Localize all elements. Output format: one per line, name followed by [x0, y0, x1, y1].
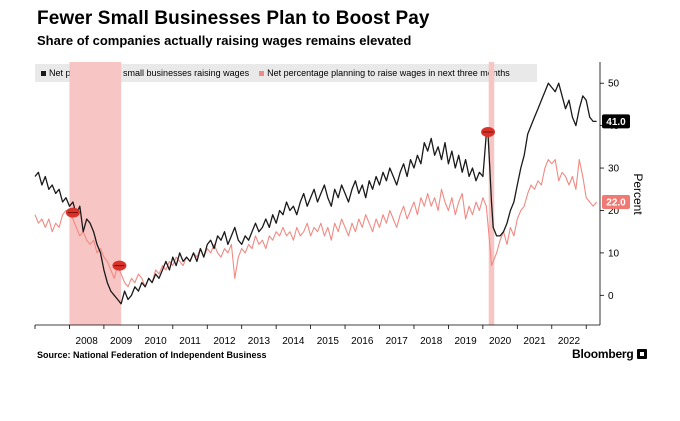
y-tick-label-10: 10: [608, 248, 620, 259]
legend-swatch-black: [41, 70, 46, 76]
x-tick-label-2011: 2011: [179, 336, 201, 347]
bloomberg-icon: [636, 349, 647, 359]
legend-item-raising-wages: Net percentage of small businesses raisi…: [41, 68, 249, 78]
x-tick-label-2015: 2015: [317, 336, 340, 347]
y-tick-label-50: 50: [608, 79, 620, 90]
y-tick-label-20: 20: [608, 206, 620, 217]
x-tick-label-2018: 2018: [420, 336, 443, 347]
series-line-0: [34, 82, 597, 305]
end-label-box-1: [602, 194, 630, 209]
series-line-1: [34, 159, 598, 288]
x-tick-label-2021: 2021: [523, 336, 546, 347]
source-note: Source: National Federation of Independe…: [37, 350, 267, 360]
x-tick-label-2016: 2016: [351, 336, 374, 347]
x-tick-label-2008: 2008: [76, 336, 99, 347]
legend-label: Net percentage of small businesses raisi…: [49, 68, 250, 78]
x-tick-label-2009: 2009: [110, 336, 133, 347]
chart-subtitle: Share of companies actually raising wage…: [37, 33, 412, 48]
y-axis-title: Percent: [631, 173, 645, 215]
recession-markers: [65, 126, 496, 271]
legend: Net percentage of small businesses raisi…: [35, 64, 537, 82]
x-tick-label-2013: 2013: [248, 336, 271, 347]
legend-swatch-red: [259, 70, 265, 76]
x-tick-label-2019: 2019: [455, 336, 478, 347]
y-tick-label-30: 30: [608, 164, 620, 175]
recession-band-0: [69, 62, 122, 325]
brand-name: Bloomberg: [572, 347, 634, 361]
x-tick-label-2012: 2012: [213, 336, 236, 347]
brand-logo: Bloomberg: [572, 347, 647, 361]
x-tick-label-2020: 2020: [489, 336, 512, 347]
x-tick-label-2014: 2014: [282, 336, 305, 347]
chart-title: Fewer Small Businesses Plan to Boost Pay: [37, 8, 430, 29]
series-lines: [34, 82, 598, 305]
legend-item-planning-raise: Net percentage planning to raise wages i…: [259, 68, 510, 78]
end-label-box-0: [602, 114, 630, 129]
y-tick-label-0: 0: [608, 291, 614, 302]
legend-label: Net percentage planning to raise wages i…: [267, 68, 510, 78]
x-tick-label-2017: 2017: [386, 336, 409, 347]
recession-bands: [69, 62, 495, 325]
end-label-1: 22.0: [606, 197, 626, 208]
x-tick-label-2022: 2022: [558, 336, 581, 347]
end-label-0: 41.0: [606, 117, 626, 128]
x-tick-label-2010: 2010: [144, 336, 167, 347]
axes: 0102030405020082009201020112012201320142…: [34, 62, 630, 347]
